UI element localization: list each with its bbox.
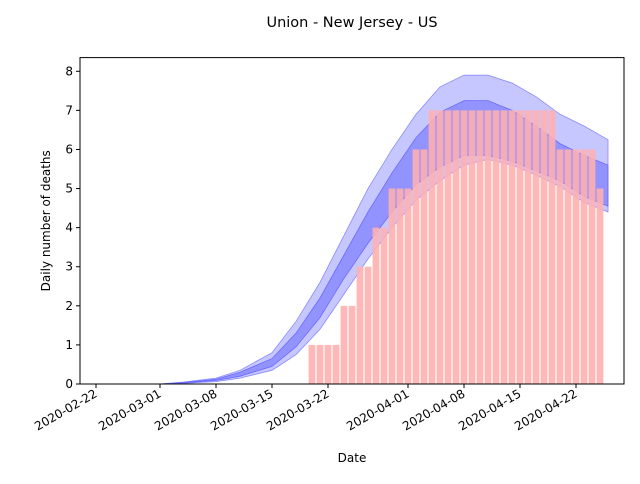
death-bar [596, 188, 604, 384]
y-tick-label: 3 [65, 260, 73, 274]
y-tick-label: 0 [65, 377, 73, 391]
death-bar [436, 110, 444, 385]
death-bar [412, 149, 420, 384]
death-bar [564, 149, 572, 384]
death-bar [428, 110, 436, 385]
death-bars [308, 110, 604, 385]
death-bar [316, 344, 324, 384]
death-bar [444, 110, 452, 385]
plot-frame [79, 57, 625, 385]
death-bar [548, 110, 556, 385]
x-axis-label: Date [338, 451, 367, 465]
death-bar [324, 344, 332, 384]
death-bar [348, 305, 356, 384]
death-bar [388, 188, 396, 384]
death-bar [372, 227, 380, 384]
death-bar [452, 110, 460, 385]
y-axis-ticks: 0 1 2 3 4 5 6 7 8 [65, 64, 80, 391]
death-bar [340, 305, 348, 384]
death-bar [396, 188, 404, 384]
death-bar [500, 110, 508, 385]
death-bar [404, 188, 412, 384]
model-band-inner [159, 100, 609, 385]
death-bar [356, 266, 364, 384]
death-bar [556, 149, 564, 384]
y-tick-label: 7 [65, 103, 73, 117]
y-axis-label: Daily number of deaths [39, 150, 53, 291]
death-bar [540, 110, 548, 385]
death-bar [492, 110, 500, 385]
y-tick-label: 1 [65, 338, 73, 352]
death-bar [580, 149, 588, 384]
death-bar [332, 344, 340, 384]
chart-title: Union - New Jersey - US [266, 15, 437, 31]
death-bar [516, 110, 524, 385]
death-bar [508, 110, 516, 385]
y-tick-label: 5 [65, 182, 73, 196]
y-tick-label: 4 [65, 221, 73, 235]
y-tick-label: 8 [65, 64, 73, 78]
y-tick-label: 2 [65, 299, 73, 313]
death-bar [588, 149, 596, 384]
death-bar [460, 110, 468, 385]
death-bar [484, 110, 492, 385]
death-bar [524, 110, 532, 385]
death-bar [532, 110, 540, 385]
death-bar [364, 266, 372, 384]
death-bar [420, 149, 428, 384]
y-tick-label: 6 [65, 142, 73, 156]
death-bar [308, 344, 316, 384]
death-bar [476, 110, 484, 385]
death-bar [572, 149, 580, 384]
death-bar [380, 227, 388, 384]
death-bar [468, 110, 476, 385]
